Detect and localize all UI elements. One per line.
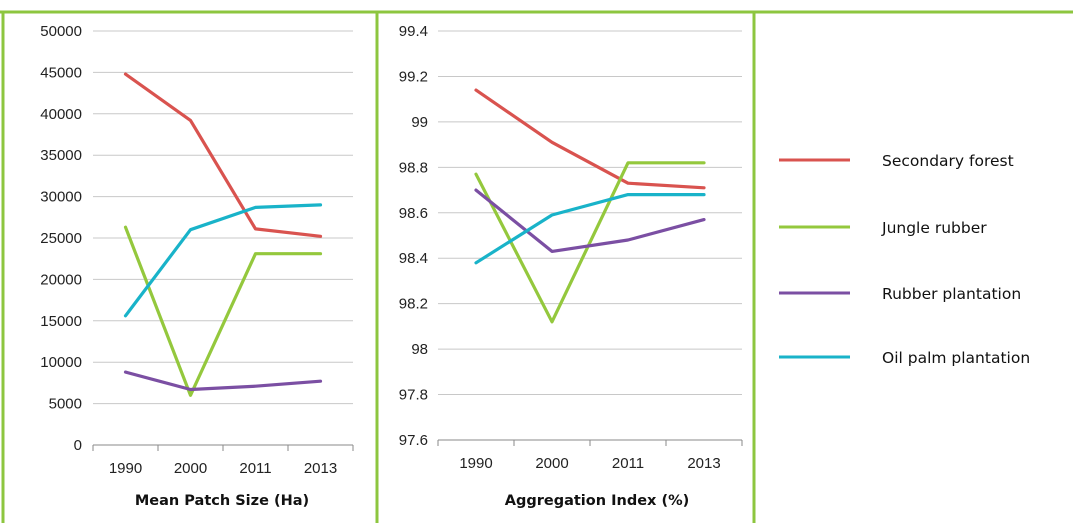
panel-frames xyxy=(0,10,1073,523)
y-tick-label: 5000 xyxy=(49,396,82,413)
y-tick-label: 98.8 xyxy=(399,159,428,176)
y-tick-label: 97.8 xyxy=(399,387,428,404)
y-tick-label: 25000 xyxy=(40,230,82,247)
series-line-rubber-plantation xyxy=(474,188,706,253)
series-line-jungle-rubber xyxy=(474,161,706,324)
series-line-jungle-rubber xyxy=(123,225,323,397)
y-tick-label: 98 xyxy=(411,341,428,358)
series-line-oil-palm-plantation xyxy=(123,203,323,318)
y-tick-label: 45000 xyxy=(40,64,82,81)
mean-patch-size-chart: 0 5000 10000 15000 20000 25000 30000 35000 40000… xyxy=(40,23,354,477)
legend-label-secondary-forest: Secondary forest xyxy=(882,152,1014,170)
y-tick-label: 97.6 xyxy=(399,432,428,449)
y-tick-label: 30000 xyxy=(40,189,82,206)
x-tick-label: 2013 xyxy=(304,460,337,477)
series-line-secondary-forest xyxy=(123,72,323,238)
y-tick-label: 98.6 xyxy=(399,205,428,222)
aggregation-index-chart: 97.6 97.8 98 98.2 98.4 98.6 98.8 99 99.2 99.4 1990… xyxy=(399,23,743,472)
legend-label-rubber-plantation: Rubber plantation xyxy=(882,285,1021,303)
y-tick-label: 99.2 xyxy=(399,68,428,85)
x-tick-label: 2011 xyxy=(239,460,271,477)
legend-label-jungle-rubber: Jungle rubber xyxy=(881,219,987,237)
y-tick-label: 40000 xyxy=(40,106,82,123)
y-tick-label: 10000 xyxy=(40,354,82,371)
y-tick-label: 50000 xyxy=(40,23,82,40)
y-tick-label: 15000 xyxy=(40,313,82,330)
series-line-rubber-plantation xyxy=(123,370,323,392)
y-tick-label: 98.4 xyxy=(399,250,428,267)
series-line-secondary-forest xyxy=(474,88,706,190)
x-tick-label: 1990 xyxy=(459,455,492,472)
y-tick-label: 99 xyxy=(411,114,428,131)
x-tick-label: 2011 xyxy=(612,455,644,472)
x-tick-label: 1990 xyxy=(109,460,142,477)
y-tick-label: 98.2 xyxy=(399,296,428,313)
series-line-oil-palm-plantation xyxy=(474,193,706,265)
legend-label-oil-palm-plantation: Oil palm plantation xyxy=(882,349,1030,367)
x-tick-label: 2000 xyxy=(535,455,568,472)
chart-1-xlabel: Aggregation Index (%) xyxy=(505,493,689,509)
y-tick-label: 99.4 xyxy=(399,23,428,40)
chart-0-xlabel: Mean Patch Size (Ha) xyxy=(135,493,309,509)
legend: Secondary forest Jungle rubber Rubber pl… xyxy=(779,152,1030,367)
y-tick-label: 0 xyxy=(74,437,82,454)
x-tick-label: 2000 xyxy=(174,460,207,477)
x-tick-label: 2013 xyxy=(687,455,720,472)
y-tick-label: 20000 xyxy=(40,271,82,288)
y-tick-label: 35000 xyxy=(40,147,82,164)
